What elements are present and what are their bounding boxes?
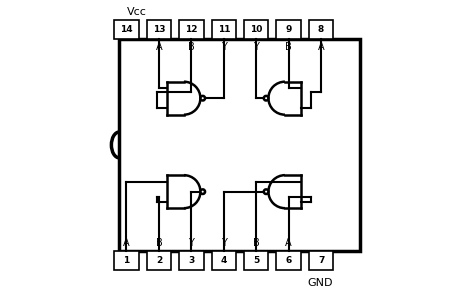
Text: 14: 14 xyxy=(120,25,133,34)
Text: B: B xyxy=(155,238,162,248)
Text: B: B xyxy=(285,41,292,52)
Text: Y: Y xyxy=(221,41,227,52)
Text: 12: 12 xyxy=(185,25,198,34)
Text: 5: 5 xyxy=(253,256,259,265)
Text: B: B xyxy=(188,41,195,52)
Text: Y: Y xyxy=(188,238,194,248)
Text: Y: Y xyxy=(253,41,259,52)
Bar xyxy=(147,251,171,270)
Bar xyxy=(147,20,171,39)
Text: 8: 8 xyxy=(318,25,324,34)
Bar xyxy=(119,39,360,251)
Bar xyxy=(114,251,139,270)
Text: 3: 3 xyxy=(188,256,194,265)
Text: 4: 4 xyxy=(220,256,227,265)
Text: B: B xyxy=(253,238,260,248)
Text: 6: 6 xyxy=(285,256,292,265)
Text: 11: 11 xyxy=(218,25,230,34)
Text: A: A xyxy=(318,41,324,52)
Text: 13: 13 xyxy=(153,25,165,34)
Bar xyxy=(179,251,203,270)
Text: 7: 7 xyxy=(318,256,324,265)
Bar xyxy=(211,251,236,270)
Bar xyxy=(276,20,301,39)
Bar xyxy=(276,251,301,270)
Bar xyxy=(114,20,139,39)
Circle shape xyxy=(264,96,268,100)
Text: Y: Y xyxy=(221,238,227,248)
Text: A: A xyxy=(285,238,292,248)
Bar xyxy=(244,20,268,39)
Text: A: A xyxy=(155,41,162,52)
Text: 2: 2 xyxy=(156,256,162,265)
Bar xyxy=(179,20,203,39)
Bar xyxy=(309,251,333,270)
Text: 9: 9 xyxy=(285,25,292,34)
Bar xyxy=(244,251,268,270)
Circle shape xyxy=(201,190,205,194)
Bar xyxy=(309,20,333,39)
Text: GND: GND xyxy=(308,279,333,288)
Text: 1: 1 xyxy=(123,256,129,265)
Text: 10: 10 xyxy=(250,25,263,34)
Text: A: A xyxy=(123,238,130,248)
Circle shape xyxy=(264,190,268,194)
Circle shape xyxy=(201,96,205,100)
Bar xyxy=(211,20,236,39)
Text: Vcc: Vcc xyxy=(127,7,146,17)
